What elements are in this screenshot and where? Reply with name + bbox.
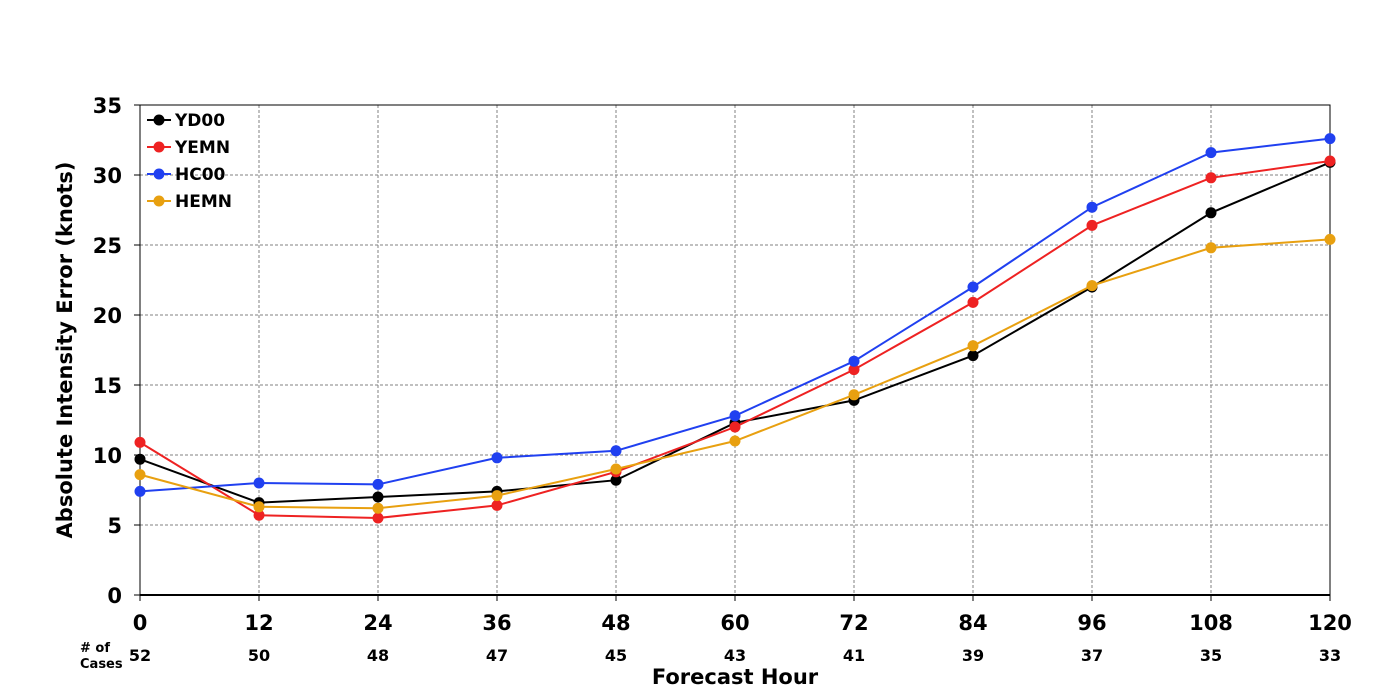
data-point-hc00 [491,452,503,464]
legend-marker [153,114,165,126]
legend-marker [153,168,165,180]
x-tick-label: 72 [839,611,868,635]
series-group [134,133,1336,524]
data-point-hc00 [372,478,384,490]
case-count-label: 43 [724,646,746,665]
x-tick-label: 12 [244,611,273,635]
data-point-yd00 [967,350,979,362]
data-point-hemn [729,435,741,447]
legend-item-yemn: YEMN [147,138,230,158]
legend-marker [153,195,165,207]
data-point-hc00 [1086,201,1098,213]
case-count-label: 33 [1319,646,1341,665]
data-point-hc00 [134,485,146,497]
x-tick-label: 24 [363,611,392,635]
legend-label: YEMN [174,138,230,158]
data-point-yemn [134,436,146,448]
legend-label: HC00 [175,165,226,185]
case-count-label: 50 [248,646,270,665]
x-tick-label: 108 [1189,611,1233,635]
x-tick-label: 48 [601,611,630,635]
data-point-hemn [1324,233,1336,245]
data-point-hemn [967,340,979,352]
case-count-label: 39 [962,646,984,665]
x-axis-title: Forecast Hour [652,665,819,689]
cases-title-line2: Cases [80,657,123,672]
data-point-hc00 [967,281,979,293]
case-count-label: 35 [1200,646,1222,665]
case-count-label: 48 [367,646,389,665]
case-count-label: 41 [843,646,865,665]
data-point-hc00 [253,477,265,489]
data-point-hemn [372,502,384,514]
data-point-yemn [848,364,860,376]
x-tick-label: 60 [720,611,749,635]
data-point-yemn [253,509,265,521]
case-count-label: 45 [605,646,627,665]
y-tick-label: 0 [107,584,122,608]
legend: YD00 YEMN HC00 HEMN [147,111,232,212]
data-point-yd00 [372,491,384,503]
data-point-hc00 [610,445,622,457]
data-point-hemn [253,501,265,513]
data-point-yd00 [610,474,622,486]
x-tick-label: 120 [1308,611,1352,635]
y-tick-label: 10 [93,444,122,468]
data-point-hemn [610,463,622,475]
data-point-hemn [1205,242,1217,254]
legend-item-yd00: YD00 [147,111,225,131]
y-tick-label: 5 [107,514,122,538]
data-point-hemn [491,490,503,502]
data-point-yd00 [1205,207,1217,219]
legend-label: YD00 [174,111,225,131]
data-point-hc00 [848,355,860,367]
legend-label: HEMN [175,192,232,212]
x-tick-label: 36 [482,611,511,635]
y-axis-title: Absolute Intensity Error (knots) [53,162,77,539]
x-tick-label: 84 [958,611,987,635]
data-point-yd00 [134,453,146,465]
series-line-yemn [139,160,1331,520]
legend-item-hemn: HEMN [147,192,232,212]
y-tick-label: 25 [93,234,122,258]
y-tick-label: 20 [93,304,122,328]
x-tick-label: 96 [1077,611,1106,635]
tick-labels: 0 5 10 15 20 25 30 35 0 12 24 36 48 60 72 84 96 108 120 [93,94,1352,635]
data-point-yemn [1205,172,1217,184]
data-point-hc00 [729,410,741,422]
axes [134,104,1331,601]
data-point-hemn [1086,280,1098,292]
y-tick-label: 15 [93,374,122,398]
data-point-hc00 [1324,133,1336,145]
data-point-hemn [848,389,860,401]
case-count-label: 37 [1081,646,1103,665]
y-tick-label: 30 [93,164,122,188]
data-point-hc00 [1205,147,1217,159]
data-point-yemn [1324,155,1336,167]
case-count-label: 52 [129,646,151,665]
data-point-yemn [372,512,384,524]
cases-title-line1: # of [80,641,110,656]
case-count-label: 47 [486,646,508,665]
legend-item-hc00: HC00 [147,165,226,185]
series-yemn [134,155,1336,524]
data-point-yemn [1086,219,1098,231]
data-point-yemn [491,499,503,511]
grid-lines [140,105,1330,595]
data-point-yemn [967,296,979,308]
legend-marker [153,141,165,153]
data-point-hemn [134,469,146,481]
series-hemn [134,233,1336,514]
y-tick-label: 35 [93,94,122,118]
series-hc00 [134,133,1336,497]
x-tick-label: 0 [133,611,148,635]
data-point-yemn [729,421,741,433]
